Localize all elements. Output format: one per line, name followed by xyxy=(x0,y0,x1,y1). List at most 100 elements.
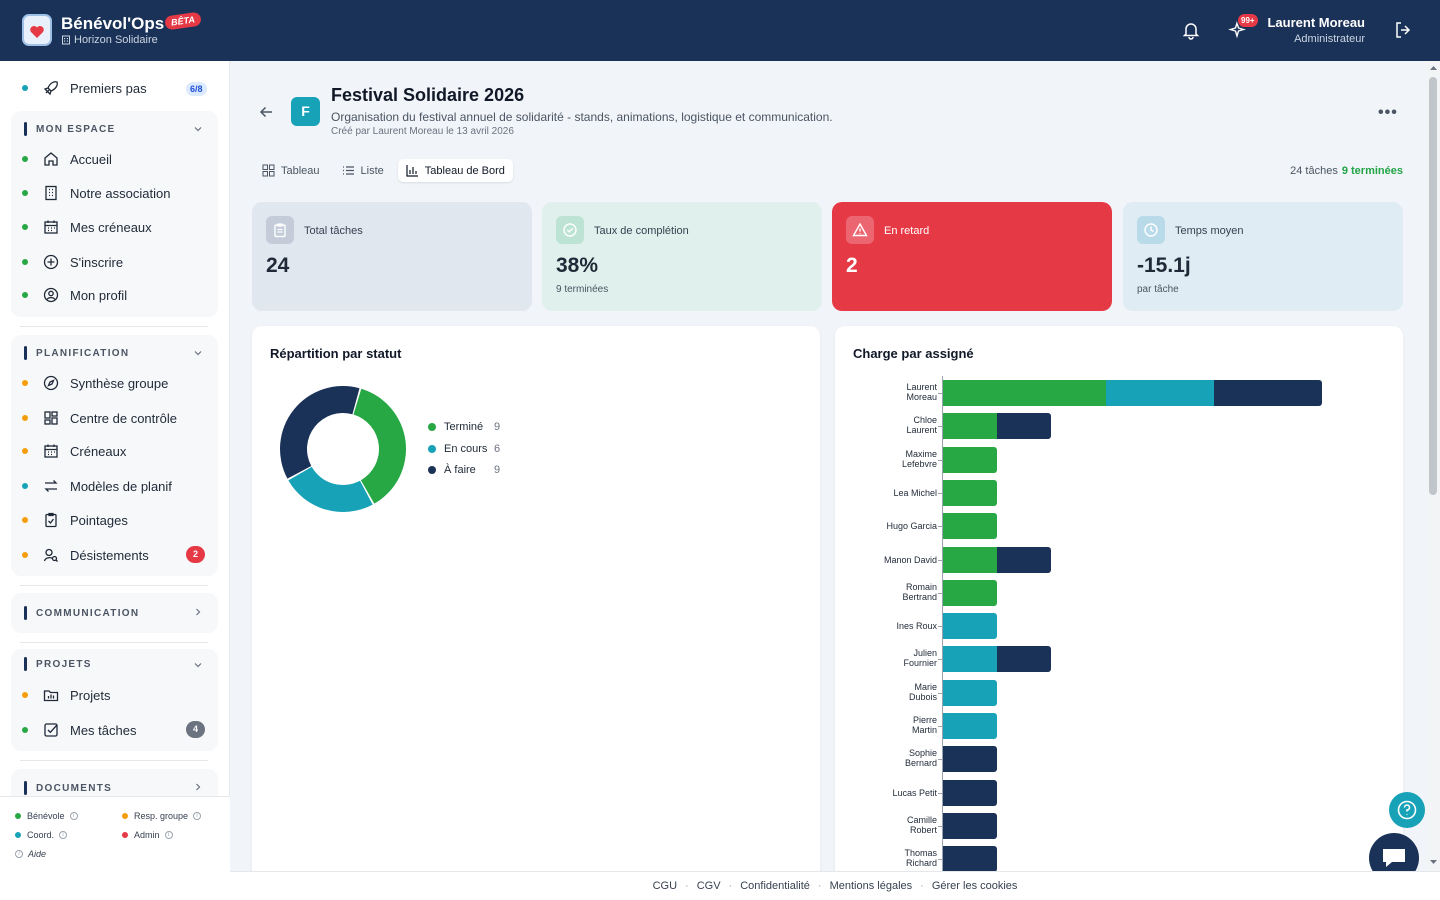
page-scrollbar[interactable] xyxy=(1427,61,1440,871)
donut-slice-0[interactable] xyxy=(353,388,406,504)
sidebar-item-pointages[interactable]: Pointages xyxy=(22,511,128,529)
footer-link-cgu[interactable]: CGU xyxy=(652,880,678,892)
sidebar-item-sinscrire[interactable]: S'inscrire xyxy=(22,253,123,271)
legend-value: 6 xyxy=(494,442,501,455)
sidebar-item-creneaux[interactable]: Créneaux xyxy=(22,442,126,460)
bar-segment[interactable] xyxy=(943,679,998,706)
sidebar-item-modeles-de-planif[interactable]: Modèles de planif xyxy=(22,477,172,495)
chevron-down-icon[interactable] xyxy=(193,660,203,670)
y-tick xyxy=(938,526,942,528)
bar-segment[interactable] xyxy=(943,546,998,573)
sidebar-item-desistements[interactable]: Désistements xyxy=(22,546,149,564)
warning-icon xyxy=(846,216,874,244)
bar-segment[interactable] xyxy=(943,446,998,473)
help-button[interactable] xyxy=(1389,792,1425,828)
group-header-mon-espace[interactable]: MON ESPACE xyxy=(24,122,116,136)
bar-segment[interactable] xyxy=(997,413,1052,440)
chart-title: Répartition par statut xyxy=(270,346,402,361)
y-tick-label: Lucas Petit xyxy=(892,787,937,798)
sidebar-item-accueil[interactable]: Accueil xyxy=(22,150,112,168)
legend-value: 9 xyxy=(494,464,501,476)
view-tabs: Tableau Liste Tableau de Bord xyxy=(254,159,513,182)
legend-label: Terminé xyxy=(444,421,484,433)
user-name[interactable]: Laurent Moreau xyxy=(1267,15,1365,30)
bar-segment[interactable] xyxy=(943,746,998,773)
bar-segment[interactable] xyxy=(997,646,1052,673)
main-content: F Festival Solidaire 2026 Organisation d… xyxy=(230,61,1425,871)
y-tick-label: Romain Bertrand xyxy=(902,581,937,602)
group-header-communication[interactable]: COMMUNICATION xyxy=(24,606,139,620)
chevron-down-icon[interactable] xyxy=(193,124,203,134)
sidebar-item-mes-creneaux[interactable]: Mes créneaux xyxy=(22,218,152,236)
bar-segment[interactable] xyxy=(943,613,998,640)
role-dot xyxy=(22,85,28,91)
y-tick-label: Pierre Martin xyxy=(911,715,937,735)
notification-badge: 99+ xyxy=(1237,13,1259,28)
bar-segment[interactable] xyxy=(943,513,998,540)
group-header-planification[interactable]: PLANIFICATION xyxy=(24,346,129,360)
bar-segment[interactable] xyxy=(943,713,998,739)
tab-tableau-de-bord[interactable]: Tableau de Bord xyxy=(397,159,513,182)
footer-link-cgv[interactable]: CGV xyxy=(696,880,721,892)
footer-link-mentions[interactable]: Mentions légales xyxy=(829,880,913,892)
sidebar-item-notre-association[interactable]: Notre association xyxy=(22,184,170,202)
bar-segment[interactable] xyxy=(943,479,998,506)
chevron-right-icon[interactable] xyxy=(193,607,203,617)
more-options-icon[interactable]: ••• xyxy=(1378,104,1398,121)
y-tick xyxy=(938,726,942,727)
bar-segment[interactable] xyxy=(1105,380,1214,406)
footer-link-confidentialite[interactable]: Confidentialité xyxy=(740,880,810,892)
group-communication[interactable]: COMMUNICATION xyxy=(11,593,218,633)
y-tick-label: Thomas Richard xyxy=(904,848,937,869)
group-header-projets[interactable]: PROJETS xyxy=(24,657,92,671)
bar-segment[interactable] xyxy=(1214,380,1323,406)
sidebar-item-mes-taches[interactable]: Mes tâches xyxy=(22,721,136,739)
scroll-up-icon[interactable] xyxy=(1429,64,1438,72)
sparkle-icon[interactable] xyxy=(1228,20,1248,40)
y-tick xyxy=(938,692,942,694)
kpi-taux-completion: Taux de complétion 38% 9 terminées xyxy=(542,202,822,311)
project-meta: Créé par Laurent Moreau le 13 avril 2026 xyxy=(331,126,514,137)
y-tick xyxy=(938,592,942,594)
scroll-down-icon[interactable] xyxy=(1429,858,1438,866)
y-tick-label: Hugo Garcia xyxy=(886,521,937,532)
sidebar-item-synthese-groupe[interactable]: Synthèse groupe xyxy=(22,374,168,392)
sidebar-item-centre-de-controle[interactable]: Centre de contrôle xyxy=(22,409,177,427)
bar-segment[interactable] xyxy=(943,646,998,673)
bar-segment[interactable] xyxy=(943,413,998,440)
sidebar-item-mon-profil[interactable]: Mon profil xyxy=(22,286,127,304)
app-logo[interactable] xyxy=(22,14,52,46)
chevron-right-icon[interactable] xyxy=(193,782,203,792)
arrow-left-icon[interactable] xyxy=(258,104,274,120)
bar-segment[interactable] xyxy=(943,779,998,806)
group-header-documents[interactable]: DOCUMENTS xyxy=(24,781,112,795)
donut-slice-1[interactable] xyxy=(288,466,373,512)
help-link[interactable]: i Aide xyxy=(15,849,46,859)
bell-icon[interactable] xyxy=(1181,20,1201,40)
logout-icon[interactable] xyxy=(1393,20,1413,40)
y-tick-label: Laurent Moreau xyxy=(906,382,937,402)
scrollbar-thumb[interactable] xyxy=(1429,77,1437,495)
bar-segment[interactable] xyxy=(943,846,998,871)
beta-badge: BÊTA xyxy=(164,11,202,31)
bar-segment[interactable] xyxy=(943,579,998,606)
bar-segment[interactable] xyxy=(943,380,1106,406)
bar-segment[interactable] xyxy=(997,546,1052,573)
bar-segment[interactable] xyxy=(943,812,998,839)
tab-liste[interactable]: Liste xyxy=(334,159,392,182)
tab-tableau[interactable]: Tableau xyxy=(254,159,328,182)
sidebar-item-premiers-pas[interactable]: Premiers pas xyxy=(22,79,147,97)
donut-slice-2[interactable] xyxy=(280,386,360,479)
sidebar-item-projets[interactable]: Projets xyxy=(22,686,110,704)
kpi-total-taches: Total tâches 24 xyxy=(252,202,532,311)
clipboard-icon xyxy=(266,216,294,244)
legend-item: En cours 6 xyxy=(428,443,500,455)
user-role: Administrateur xyxy=(1294,33,1365,45)
role-legend: Bénévole i Resp. groupe i Coord. i Admin i i… xyxy=(0,796,230,900)
project-avatar: F xyxy=(291,97,320,126)
divider xyxy=(20,585,208,586)
footer-link-cookies[interactable]: Gérer les cookies xyxy=(931,880,1018,892)
chevron-down-icon[interactable] xyxy=(193,348,203,358)
progress-badge: 6/8 xyxy=(186,82,207,96)
legend-benevole: Bénévole i xyxy=(15,811,78,821)
